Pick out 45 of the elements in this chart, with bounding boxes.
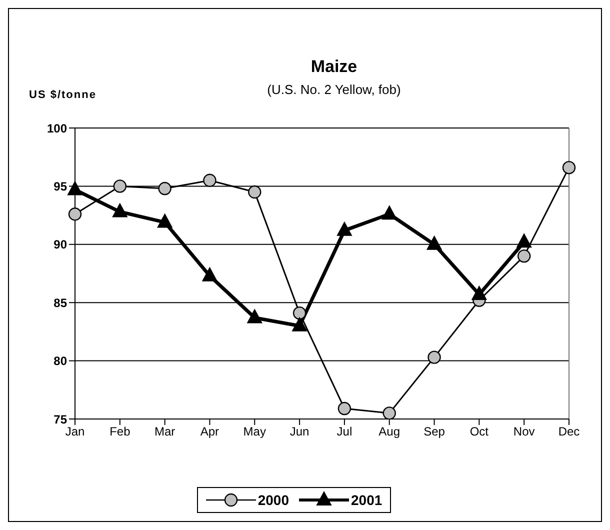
x-tick-label: May [243, 424, 266, 439]
point [157, 214, 172, 228]
point [517, 249, 531, 263]
point [562, 160, 576, 174]
y-tick-label: 80 [54, 354, 68, 368]
y-tick-label: 95 [54, 179, 68, 194]
point [112, 203, 128, 218]
legend-label: 2000 [256, 491, 289, 509]
point [247, 309, 262, 324]
x-tick-label: Jan [65, 424, 85, 439]
point [426, 236, 442, 250]
y-tick-label: 90 [54, 238, 68, 252]
point [338, 402, 352, 416]
point [472, 286, 487, 300]
point [248, 185, 262, 199]
x-tick-label: Dec [558, 424, 580, 439]
point [382, 206, 397, 220]
point [203, 174, 216, 187]
legend-label: 2001 [350, 491, 382, 509]
point [68, 181, 82, 196]
x-tick-label: Aug [378, 424, 400, 439]
x-tick-label: Jul [336, 424, 352, 439]
x-tick-label: Feb [110, 424, 131, 439]
y-tick-label: 75 [54, 412, 68, 426]
point [113, 180, 127, 193]
x-tick-label: Oct [470, 424, 490, 439]
point [292, 306, 306, 320]
x-tick-label: Jun [290, 424, 310, 439]
point [292, 317, 308, 332]
x-tick-label: Sep [424, 424, 446, 439]
y-tick-label: 85 [54, 296, 68, 310]
y-axis-title: US $/tonne [29, 89, 96, 101]
point [516, 234, 532, 248]
point [202, 267, 218, 282]
chart-subtitle: (U.S. No. 2 Yellow, fob) [267, 82, 401, 97]
point [158, 182, 172, 196]
point [382, 406, 396, 419]
x-tick-label: Mar [154, 424, 176, 439]
x-tick-label: Apr [200, 424, 220, 439]
point [68, 208, 82, 221]
point [428, 350, 441, 364]
y-tick-label: 100 [46, 121, 68, 136]
x-tick-label: Nov [513, 424, 535, 439]
point [336, 222, 352, 236]
chart-title: Maize [310, 57, 358, 77]
